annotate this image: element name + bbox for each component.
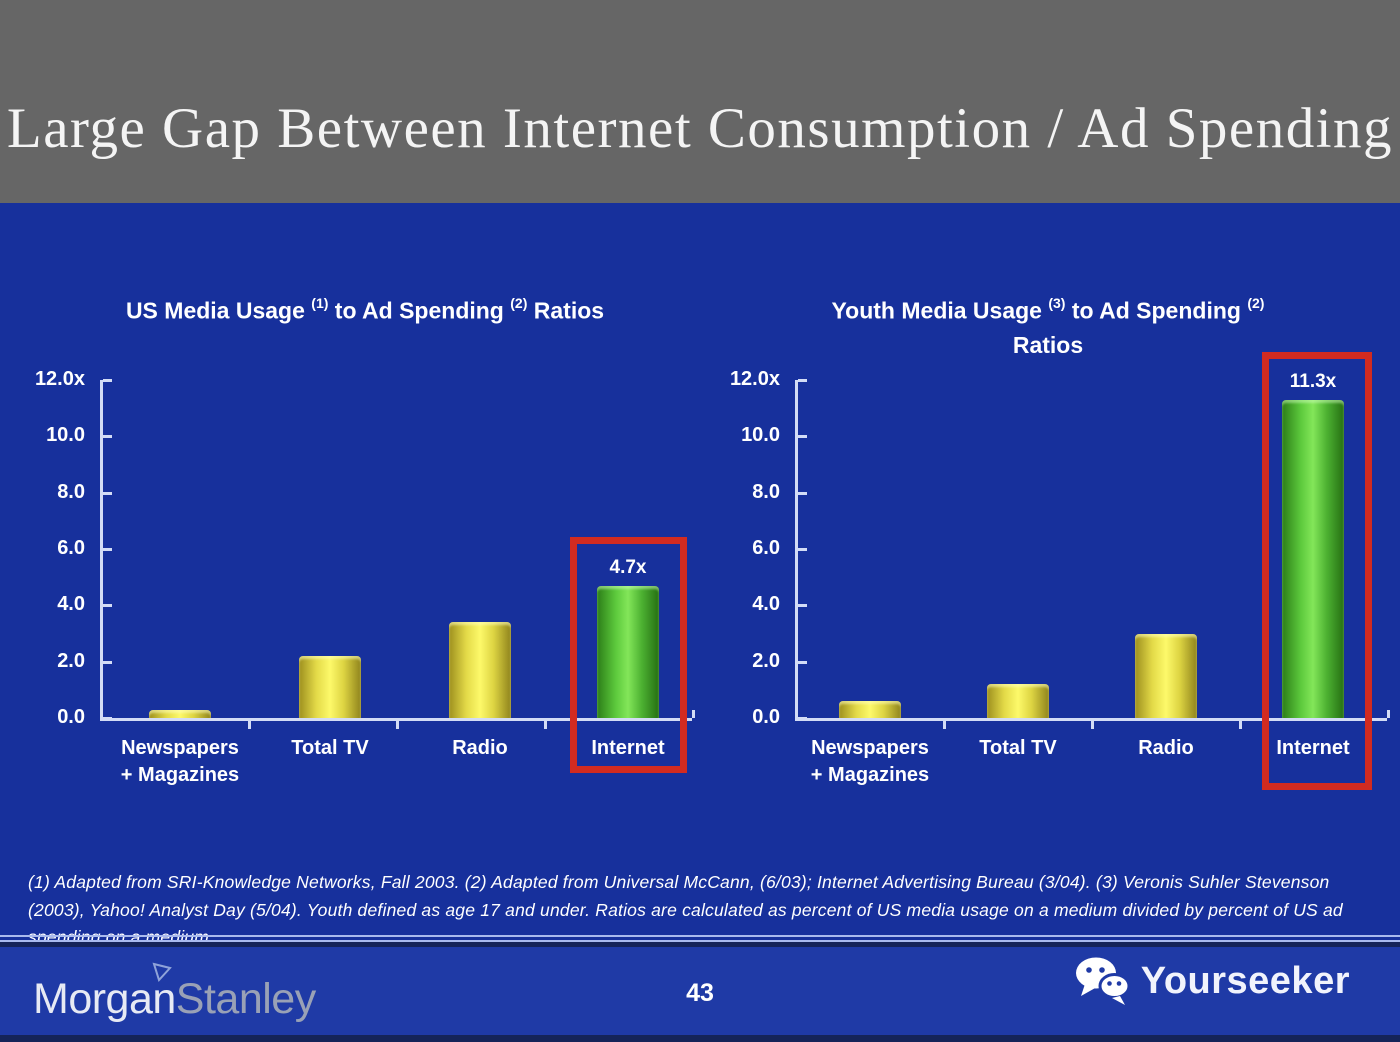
- y-axis-tick-label: 4.0: [57, 593, 85, 616]
- bar-newspapers-magazines: [839, 701, 901, 718]
- separator-line-top: [0, 935, 1400, 937]
- x-axis-tick: [1239, 721, 1242, 729]
- category-label: Radio: [452, 737, 508, 759]
- y-axis-tick: [798, 379, 807, 382]
- y-axis-tick: [798, 717, 807, 720]
- y-axis-tick-label: 8.0: [752, 480, 780, 503]
- x-axis-end-tick: [1387, 710, 1390, 718]
- y-axis-tick: [103, 379, 112, 382]
- logo-text-stanley: Stanley: [175, 975, 316, 1023]
- x-axis-tick: [396, 721, 399, 729]
- page-number: 43: [686, 979, 714, 1007]
- y-axis-tick: [103, 660, 112, 664]
- y-axis-tick-label: 6.0: [57, 537, 85, 559]
- chart-title: Youth Media Usage (3) to Ad Spending (2)…: [748, 288, 1348, 362]
- title-text: Ratios: [1012, 331, 1084, 358]
- y-axis-tick-label: 8.0: [57, 480, 85, 503]
- x-axis-tick: [1091, 721, 1094, 729]
- chart-us-media-usage: US Media Usage (1) to Ad Spending (2) Ra…: [0, 270, 700, 830]
- bar-newspapers-magazines: [149, 709, 211, 718]
- title-text: to Ad Spending: [328, 297, 511, 324]
- morgan-stanley-triangle-icon: [152, 962, 172, 982]
- y-axis-tick-label: 2.0: [752, 649, 780, 672]
- highlight-box: [570, 537, 687, 773]
- slide-header: Large Gap Between Internet Consumption /…: [0, 0, 1400, 203]
- category-label: Internet: [591, 737, 665, 759]
- y-axis-tick-label: 0.0: [752, 706, 780, 728]
- bottom-edge-strip: [0, 1035, 1400, 1042]
- y-axis-tick: [798, 491, 807, 495]
- title-text: Ratios: [527, 297, 605, 324]
- bar-internet: [1282, 399, 1344, 718]
- footer-band: MorganStanley 43 Yourseeker: [0, 947, 1400, 1042]
- x-axis-end-tick: [692, 710, 695, 718]
- title-text: Youth Media Usage: [831, 297, 1049, 324]
- x-axis-line: [795, 718, 1387, 721]
- y-axis-tick-label: 0.0: [57, 706, 85, 728]
- y-axis-tick: [103, 435, 112, 439]
- y-axis-tick-label: 10.0: [741, 424, 780, 447]
- wechat-icon: [1075, 957, 1131, 1005]
- y-axis-line: [100, 380, 103, 718]
- title-text: to Ad Spending: [1065, 297, 1248, 324]
- category-label: Total TV: [291, 737, 369, 759]
- bar-value-label: 4.7x: [609, 556, 647, 578]
- title-superscript: (2): [1247, 295, 1265, 311]
- bar-internet: [597, 585, 659, 718]
- yourseeker-watermark: Yourseeker: [1075, 957, 1350, 1005]
- x-axis-tick: [544, 721, 547, 729]
- bar-value-label: 11.3x: [1289, 370, 1337, 392]
- y-axis-tick-label: 6.0: [752, 537, 780, 559]
- title-text: US Media Usage: [125, 297, 312, 324]
- y-axis-tick-label: 12.0x: [729, 368, 780, 390]
- category-label: Newspapers + Magazines: [810, 737, 930, 786]
- title-superscript: (1): [311, 295, 329, 311]
- y-axis-tick: [103, 717, 112, 720]
- y-axis-tick: [798, 548, 807, 551]
- bar-radio: [449, 622, 511, 718]
- x-axis-tick: [248, 721, 251, 729]
- category-label: Newspapers + Magazines: [120, 737, 240, 786]
- category-label: Internet: [1276, 737, 1350, 759]
- y-axis-tick: [103, 548, 112, 551]
- highlight-box: [1262, 352, 1372, 790]
- y-axis-tick: [798, 660, 807, 664]
- y-axis-tick: [798, 435, 807, 439]
- chart-title: US Media Usage (1) to Ad Spending (2) Ra…: [65, 288, 665, 328]
- separator-line-bottom: [0, 940, 1400, 942]
- title-superscript: (2): [510, 295, 528, 311]
- y-axis-line: [795, 380, 798, 718]
- morgan-stanley-logo: MorganStanley: [33, 962, 316, 1027]
- y-axis-tick-label: 2.0: [57, 649, 85, 672]
- separator-navy-strip: [0, 942, 1400, 947]
- slide-title: Large Gap Between Internet Consumption /…: [6, 97, 1394, 160]
- bar-radio: [1135, 633, 1197, 718]
- watermark-label: Yourseeker: [1140, 959, 1350, 1002]
- y-axis-tick-label: 10.0: [46, 424, 85, 447]
- y-axis-tick: [798, 604, 807, 608]
- y-axis-tick: [103, 491, 112, 495]
- y-axis-tick-label: 12.0x: [34, 368, 85, 390]
- y-axis-tick-label: 4.0: [752, 593, 780, 616]
- x-axis-line: [100, 718, 692, 721]
- category-label: Radio: [1138, 737, 1194, 759]
- bar-total-tv: [299, 656, 361, 718]
- x-axis-tick: [943, 721, 946, 729]
- y-axis-tick: [103, 604, 112, 608]
- bar-total-tv: [987, 684, 1049, 718]
- logo-text-morgan: Morgan: [33, 975, 176, 1023]
- category-label: Total TV: [979, 737, 1057, 759]
- chart-youth-media-usage: Youth Media Usage (3) to Ad Spending (2)…: [700, 270, 1400, 830]
- title-superscript: (3): [1048, 295, 1066, 311]
